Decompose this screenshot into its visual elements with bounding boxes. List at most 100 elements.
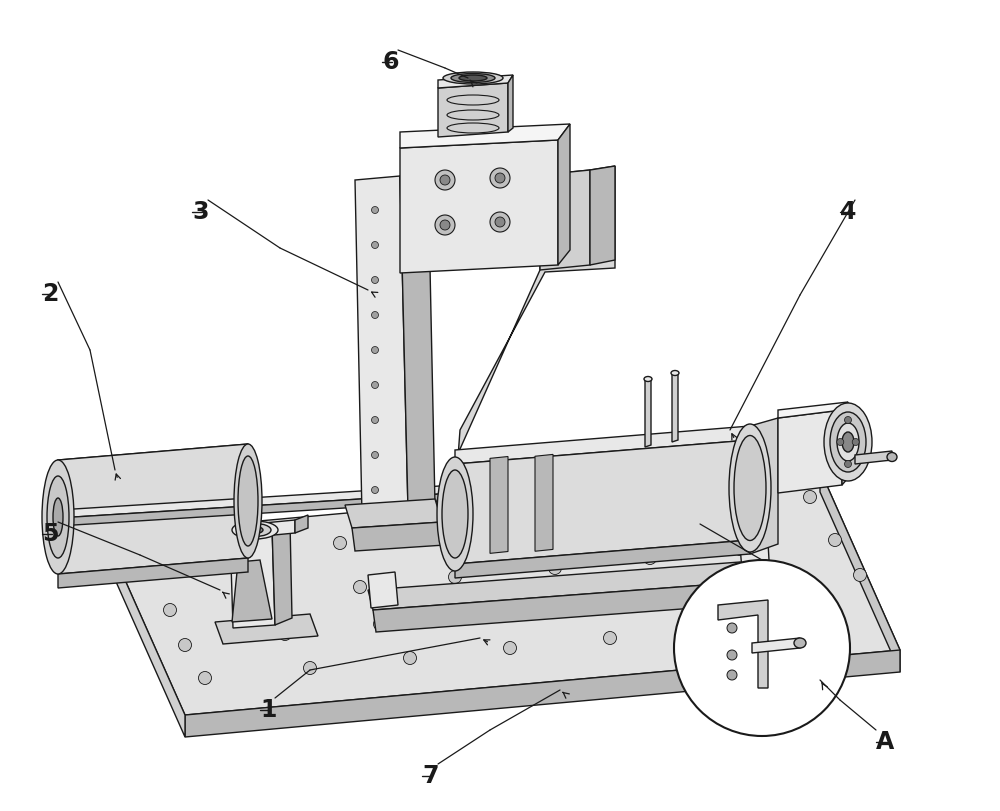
Ellipse shape <box>451 74 495 83</box>
Text: 1: 1 <box>260 698 276 722</box>
Polygon shape <box>558 124 570 265</box>
Polygon shape <box>345 499 442 528</box>
Circle shape <box>372 452 378 458</box>
Polygon shape <box>58 464 790 518</box>
Circle shape <box>278 628 292 641</box>
Polygon shape <box>455 440 750 564</box>
Polygon shape <box>185 650 900 737</box>
Polygon shape <box>295 515 308 533</box>
Circle shape <box>435 170 455 190</box>
Ellipse shape <box>232 521 278 539</box>
Polygon shape <box>272 522 292 625</box>
Ellipse shape <box>42 460 74 574</box>
Circle shape <box>798 611 812 624</box>
Circle shape <box>727 670 737 680</box>
Ellipse shape <box>234 444 262 558</box>
Circle shape <box>468 607 482 620</box>
Polygon shape <box>540 170 590 270</box>
Polygon shape <box>58 444 248 574</box>
Ellipse shape <box>842 432 854 452</box>
Circle shape <box>448 570 462 583</box>
Polygon shape <box>400 172 435 510</box>
Circle shape <box>734 543 746 556</box>
Polygon shape <box>855 451 892 464</box>
Text: A: A <box>876 730 894 754</box>
Circle shape <box>304 662 316 675</box>
Circle shape <box>490 212 510 232</box>
Circle shape <box>372 346 378 354</box>
Polygon shape <box>718 600 768 688</box>
Circle shape <box>435 215 455 235</box>
Polygon shape <box>105 470 900 715</box>
Polygon shape <box>842 402 848 485</box>
Circle shape <box>624 508 637 521</box>
Circle shape <box>434 526 446 539</box>
Polygon shape <box>490 457 508 553</box>
Circle shape <box>372 381 378 388</box>
Circle shape <box>604 632 616 645</box>
Polygon shape <box>232 560 272 622</box>
Polygon shape <box>355 176 408 515</box>
Polygon shape <box>368 562 745 610</box>
Polygon shape <box>400 140 558 273</box>
Ellipse shape <box>443 72 503 84</box>
Circle shape <box>404 651 416 664</box>
Circle shape <box>674 560 850 736</box>
Ellipse shape <box>837 423 859 461</box>
Ellipse shape <box>238 456 258 546</box>
Ellipse shape <box>437 457 473 571</box>
Ellipse shape <box>47 476 69 558</box>
Text: 3: 3 <box>192 200 208 224</box>
Circle shape <box>804 491 816 504</box>
Circle shape <box>490 168 510 188</box>
Ellipse shape <box>442 470 468 558</box>
Circle shape <box>504 642 516 654</box>
Circle shape <box>440 220 450 230</box>
Circle shape <box>372 207 378 213</box>
Ellipse shape <box>459 75 487 81</box>
Circle shape <box>764 577 776 590</box>
Polygon shape <box>230 527 275 628</box>
Ellipse shape <box>734 436 766 540</box>
Circle shape <box>837 439 844 445</box>
Text: 2: 2 <box>42 282 58 306</box>
Circle shape <box>372 277 378 284</box>
Polygon shape <box>222 520 295 540</box>
Ellipse shape <box>830 412 866 472</box>
Circle shape <box>854 569 866 581</box>
Polygon shape <box>590 166 615 265</box>
Circle shape <box>704 621 716 634</box>
Circle shape <box>644 551 656 564</box>
Polygon shape <box>750 418 778 554</box>
Polygon shape <box>400 124 570 148</box>
Circle shape <box>664 587 676 600</box>
Polygon shape <box>58 558 248 588</box>
Circle shape <box>354 581 366 594</box>
Circle shape <box>714 499 726 512</box>
Ellipse shape <box>729 424 771 552</box>
Polygon shape <box>535 454 553 551</box>
Polygon shape <box>740 542 770 582</box>
Circle shape <box>372 242 378 248</box>
Circle shape <box>372 311 378 319</box>
Circle shape <box>568 598 582 611</box>
Circle shape <box>178 638 192 651</box>
Circle shape <box>258 591 272 604</box>
Circle shape <box>164 603 176 616</box>
Ellipse shape <box>247 526 263 534</box>
Ellipse shape <box>824 403 872 481</box>
Polygon shape <box>352 522 445 551</box>
Polygon shape <box>820 470 900 672</box>
Circle shape <box>844 461 852 467</box>
Circle shape <box>198 672 212 684</box>
Circle shape <box>844 417 852 423</box>
Circle shape <box>534 517 546 530</box>
Circle shape <box>440 175 450 185</box>
Polygon shape <box>58 472 790 526</box>
Polygon shape <box>362 166 615 510</box>
Circle shape <box>372 487 378 494</box>
Text: 6: 6 <box>382 50 398 74</box>
Ellipse shape <box>794 638 806 648</box>
Polygon shape <box>752 638 800 653</box>
Ellipse shape <box>644 376 652 381</box>
